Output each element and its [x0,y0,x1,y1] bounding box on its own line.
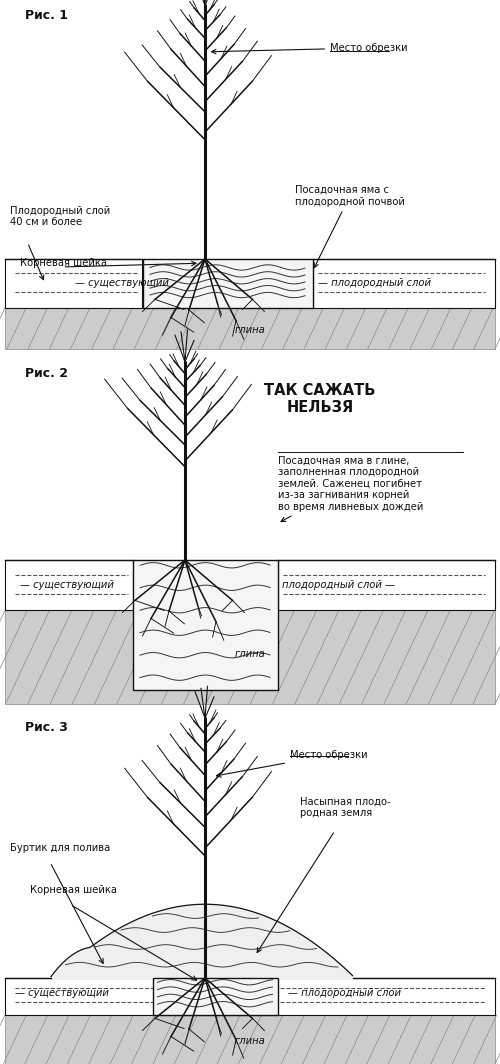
Text: Место обрезки: Место обрезки [216,750,368,777]
Bar [5,307,495,349]
Text: глина: глина [234,649,266,659]
Bar [5,560,132,611]
Text: глина: глина [234,325,266,335]
Text: — плодородный слой: — плодородный слой [318,279,430,288]
Bar [5,259,142,307]
Text: Посадочная яма в глине,
заполненная плодородной
землей. Саженец погибнет
из-за з: Посадочная яма в глине, заполненная плод… [278,455,423,521]
Text: — существующий: — существующий [75,279,169,288]
Text: Место обрезки: Место обрезки [212,43,408,54]
Text: Рис. 3: Рис. 3 [25,721,68,734]
Text: — существующий: — существующий [20,580,114,591]
Text: Буртик для полива: Буртик для полива [10,843,110,853]
Text: Корневая шейка: Корневая шейка [20,259,107,268]
Bar [278,560,495,611]
Text: Плодородный слой
40 см и более: Плодородный слой 40 см и более [10,205,110,228]
Bar [152,978,278,1015]
Bar [5,1015,495,1064]
Text: ТАК САЖАТЬ
НЕЛЬЗЯ: ТАК САЖАТЬ НЕЛЬЗЯ [264,383,376,415]
Text: — плодородный слой: — плодородный слой [288,988,401,998]
Bar [5,978,495,1015]
Bar [312,259,495,307]
Bar [142,259,312,307]
Text: Рис. 2: Рис. 2 [25,367,68,380]
Bar [5,611,495,704]
Text: Насыпная плодо-
родная земля: Насыпная плодо- родная земля [300,797,390,818]
Bar [132,560,278,691]
Text: — существующий: — существующий [15,988,109,998]
Text: Посадочная яма с
плодородной почвой: Посадочная яма с плодородной почвой [295,185,405,267]
Text: Корневая шейка: Корневая шейка [30,885,117,895]
Text: плодородный слой —: плодородный слой — [282,580,396,591]
Text: Рис. 1: Рис. 1 [25,9,68,21]
Text: глина: глина [234,1036,266,1046]
